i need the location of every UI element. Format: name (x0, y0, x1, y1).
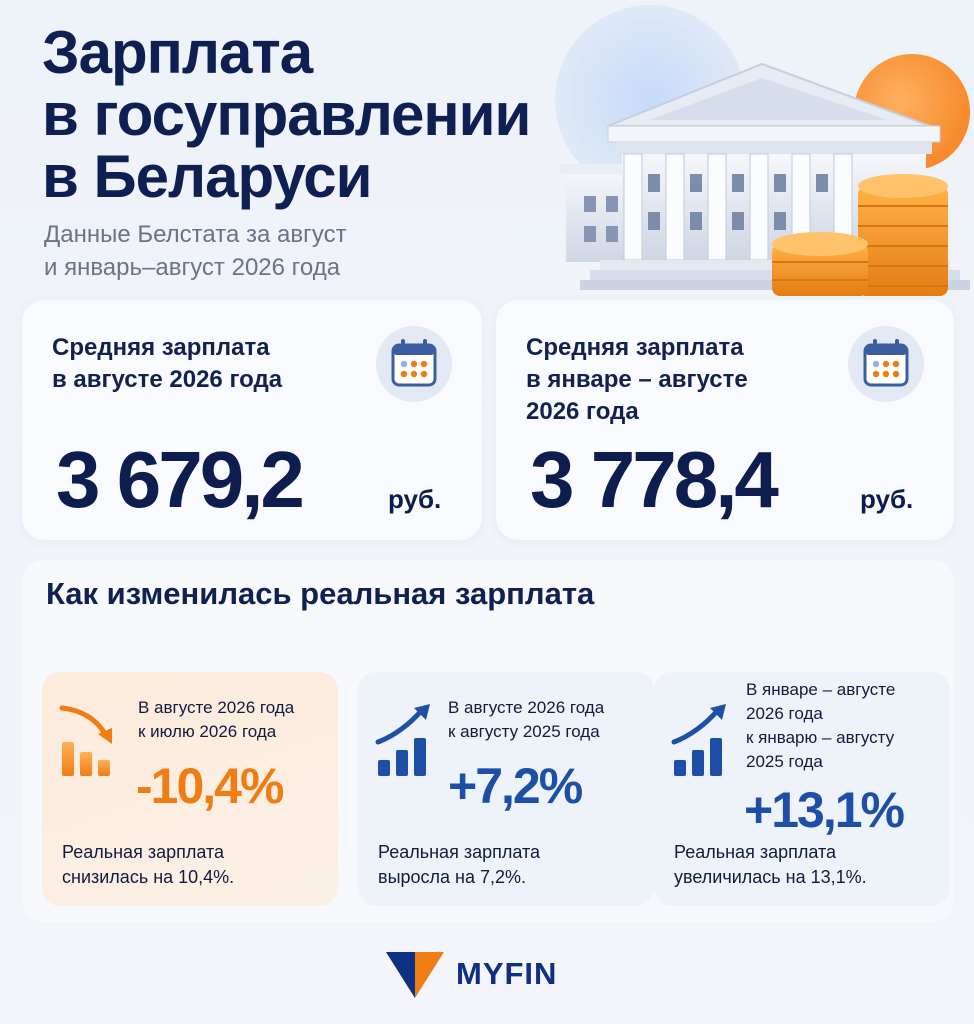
note-line: выросла на 7,2%. (378, 867, 527, 887)
subtitle-line: Данные Белстата за август (44, 221, 347, 248)
card-label-line: в январе – августе (526, 366, 748, 393)
chart-up-icon (670, 702, 734, 778)
avg-salary-august-card: Средняя зарплата в августе 2026 года 3 6… (22, 300, 482, 540)
brand-name: MYFIN (456, 956, 558, 991)
title-line: Зарплата (42, 19, 313, 86)
caption-line: В августе 2026 года (138, 698, 295, 717)
change-caption: В августе 2026 года к августу 2025 года (448, 696, 604, 744)
change-caption: В августе 2026 года к июлю 2026 года (138, 696, 294, 744)
note-line: снизилась на 10,4%. (62, 867, 235, 887)
note-line: Реальная зарплата (378, 842, 541, 862)
card-label: Средняя зарплата в августе 2026 года (52, 332, 282, 396)
currency-unit: руб. (388, 484, 442, 514)
currency-unit: руб. (860, 484, 914, 514)
note-line: увеличилась на 13,1%. (674, 867, 867, 887)
caption-line: 2025 года (746, 752, 823, 771)
real-wage-change-card: В январе – августе 2026 года к январю – … (654, 672, 950, 906)
coin-stack (772, 174, 948, 296)
avg-salary-value: 3 679,2 (56, 435, 305, 524)
real-wage-change-card: В августе 2026 года к августу 2025 года … (358, 672, 654, 906)
avg-salary-jan-aug-card: Средняя зарплата в январе – августе 2026… (496, 300, 954, 540)
change-value: +7,2% (448, 758, 583, 814)
real-wage-panel: Как изменилась реальная зарплата В авгус… (22, 560, 954, 922)
change-value: +13,1% (744, 782, 905, 838)
card-label-line: в августе 2026 года (52, 366, 283, 393)
page-title: Зарплата в госуправлении в Беларуси (42, 19, 531, 210)
chart-down-icon (58, 702, 122, 778)
hero-illustration (500, 0, 974, 310)
title-line: в госуправлении (42, 81, 531, 148)
caption-line: к январю – августу (746, 728, 895, 747)
note-line: Реальная зарплата (674, 842, 837, 862)
subtitle-line: и январь–август 2026 года (44, 254, 341, 281)
page-subtitle: Данные Белстата за август и январь–авгус… (44, 218, 347, 284)
avg-salary-value: 3 778,4 (530, 435, 779, 524)
change-value: -10,4% (136, 758, 284, 814)
caption-line: 2026 года (746, 704, 823, 723)
section-title: Как изменилась реальная зарплата (46, 576, 595, 611)
caption-line: к июлю 2026 года (138, 722, 277, 741)
change-note: Реальная зарплата выросла на 7,2%. (378, 840, 540, 890)
change-note: Реальная зарплата увеличилась на 13,1%. (674, 840, 867, 890)
change-caption: В январе – августе 2026 года к январю – … (746, 678, 895, 774)
government-building-illustration (555, 5, 970, 296)
title-line: в Беларуси (42, 143, 373, 210)
card-label-line: 2026 года (526, 398, 639, 425)
card-label: Средняя зарплата в январе – августе 2026… (526, 332, 748, 428)
card-label-line: Средняя зарплата (52, 334, 270, 361)
change-note: Реальная зарплата снизилась на 10,4%. (62, 840, 234, 890)
caption-line: к августу 2025 года (448, 722, 600, 741)
chart-up-icon (374, 702, 438, 778)
caption-line: В январе – августе (746, 680, 896, 699)
calendar-icon (376, 326, 452, 402)
caption-line: В августе 2026 года (448, 698, 605, 717)
card-label-line: Средняя зарплата (526, 334, 744, 361)
note-line: Реальная зарплата (62, 842, 225, 862)
myfin-logo: MYFIN (384, 948, 556, 1000)
calendar-icon (848, 326, 924, 402)
myfin-logo-mark-icon (386, 952, 444, 998)
real-wage-change-card: В августе 2026 года к июлю 2026 года -10… (42, 672, 338, 906)
